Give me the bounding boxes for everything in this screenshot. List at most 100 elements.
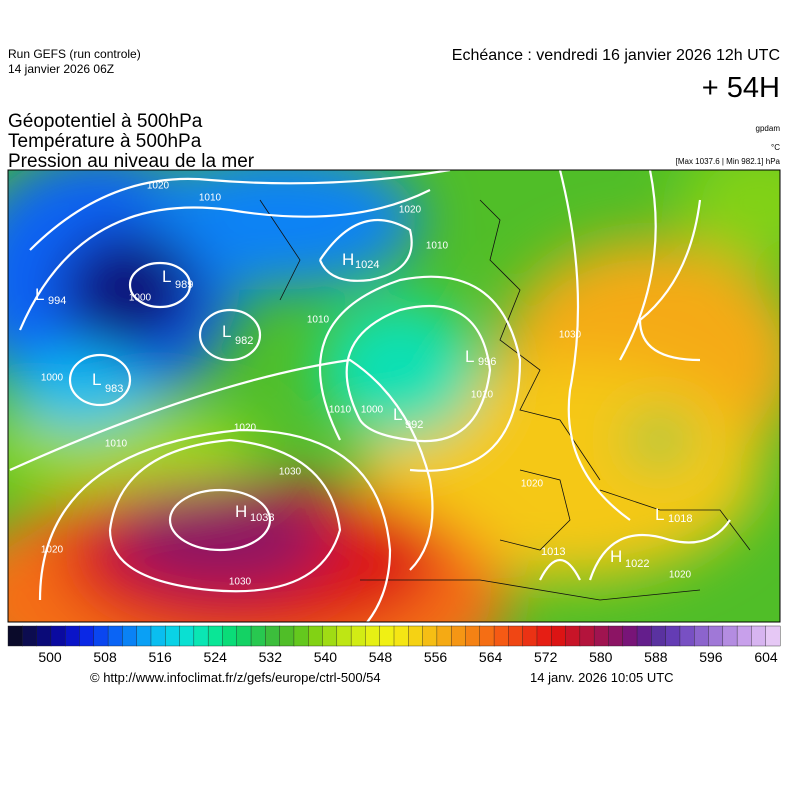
colorbar-swatch	[436, 625, 452, 647]
isobar-label: 1010	[471, 390, 494, 401]
isobar-label: 1030	[229, 577, 252, 588]
isobar-label: 1000	[41, 373, 64, 384]
colorbar-tick-label: 532	[259, 649, 283, 665]
colorbar-swatch	[122, 625, 138, 647]
colorbar-swatch	[336, 625, 352, 647]
unit: [Max 1037.6 | Min 982.1] hPa	[676, 157, 781, 166]
system-value: 1024	[355, 259, 379, 271]
colorbar-tick-label: 548	[369, 649, 393, 665]
colorbar-swatch	[708, 625, 724, 647]
colorbar-swatch	[579, 625, 595, 647]
colorbar-swatch	[450, 625, 466, 647]
colorbar-swatch	[536, 625, 552, 647]
title: Température à 500hPa	[8, 131, 202, 152]
map: 1020 1010 1000 1020 1010 1000 1010 1010 …	[8, 170, 780, 622]
colorbar-swatch	[694, 625, 710, 647]
colorbar-swatch	[551, 625, 567, 647]
system-kind: L	[465, 347, 474, 366]
colorbar-swatch	[93, 625, 109, 647]
colorbar-swatch	[422, 625, 438, 647]
isobar-label: 1000	[361, 405, 384, 416]
colorbar-swatch	[308, 625, 324, 647]
system-value: 983	[105, 383, 123, 395]
colorbar-swatch	[751, 625, 767, 647]
colorbar-swatch	[651, 625, 667, 647]
system-kind: H	[610, 547, 622, 566]
colorbar-tick-label: 500	[38, 649, 62, 665]
colorbar-swatch	[250, 625, 266, 647]
system-kind: L	[92, 370, 101, 389]
isobar-label: 1010	[105, 439, 128, 450]
colorbar-swatch	[522, 625, 538, 647]
colorbar-swatch	[365, 625, 381, 647]
map-frame	[7, 169, 781, 623]
system-value: 1018	[668, 513, 692, 525]
colorbar-swatch	[79, 625, 95, 647]
title: Géopotentiel à 500hPa	[8, 111, 203, 132]
generated: 14 janv. 2026 10:05 UTC	[530, 670, 674, 685]
colorbar-swatch	[393, 625, 409, 647]
colorbar-tick-label: 508	[93, 649, 117, 665]
colorbar-swatch	[608, 625, 624, 647]
colorbar-swatch	[50, 625, 66, 647]
isobar-label: 1020	[399, 205, 422, 216]
isobar-label: 1010	[426, 241, 449, 252]
isobar-label: 1030	[559, 330, 582, 341]
colorbar-swatch	[7, 625, 23, 647]
colorbar-swatch	[622, 625, 638, 647]
system-kind: L	[655, 505, 664, 524]
system-value: 989	[175, 279, 193, 291]
colorbar-swatch	[322, 625, 338, 647]
isobar-label: 1020	[41, 545, 64, 556]
colorbar-tick-label: 540	[314, 649, 338, 665]
colorbar-swatch	[136, 625, 152, 647]
run: Run GEFS (run controle)	[8, 47, 141, 61]
colorbar-tick-label: 524	[204, 649, 228, 665]
system-value: 982	[235, 335, 253, 347]
valid-time: Echéance : vendredi 16 janvier 2026 12h …	[452, 47, 780, 64]
colorbar-swatch	[636, 625, 652, 647]
colorbar-swatch	[193, 625, 209, 647]
colorbar-swatch	[222, 625, 238, 647]
system-value: 996	[478, 356, 496, 368]
system-kind: L	[393, 405, 402, 424]
isobar-label: 1010	[307, 315, 330, 326]
colorbar-tick-label: 564	[479, 649, 503, 665]
unit: gpdam	[756, 124, 781, 133]
title: Pression au niveau de la mer	[8, 151, 255, 172]
colorbar-swatch	[408, 625, 424, 647]
colorbar-swatch	[293, 625, 309, 647]
colorbar-tick-label: 596	[699, 649, 723, 665]
colorbar-swatch	[479, 625, 495, 647]
colorbar-tick-label: 604	[754, 649, 778, 665]
isobar-label: 1020	[669, 570, 692, 581]
colorbar-swatch	[493, 625, 509, 647]
colorbar-swatch	[565, 625, 581, 647]
isobar-label: 1020	[147, 181, 170, 192]
isobar-label: 1020	[521, 479, 544, 490]
colorbar-tick-label: 588	[644, 649, 668, 665]
colorbar: 500 508 516 524 532 540 548 556 564 572 580 588 596 6…	[7, 625, 781, 665]
system-kind: L	[222, 322, 231, 341]
colorbar-tick-label: 572	[534, 649, 558, 665]
colorbar-swatch	[150, 625, 166, 647]
system-kind: H	[342, 250, 354, 269]
source: © http://www.infoclimat.fr/z/gefs/europe…	[90, 670, 381, 685]
system-value: 1013	[541, 546, 565, 558]
colorbar-swatch	[350, 625, 366, 647]
colorbar-swatch	[64, 625, 80, 647]
colorbar-swatch	[22, 625, 38, 647]
colorbar-tick-label: 580	[589, 649, 613, 665]
colorbar-swatch	[265, 625, 281, 647]
colorbar-swatch	[36, 625, 52, 647]
system-kind: L	[162, 267, 171, 286]
colorbar-swatch	[207, 625, 223, 647]
colorbar-swatch	[765, 625, 781, 647]
colorbar-tick-label: 516	[148, 649, 172, 665]
colorbar-swatch	[665, 625, 681, 647]
colorbar-swatch	[593, 625, 609, 647]
colorbar-tick-label: 556	[424, 649, 448, 665]
unit: °C	[771, 143, 780, 152]
